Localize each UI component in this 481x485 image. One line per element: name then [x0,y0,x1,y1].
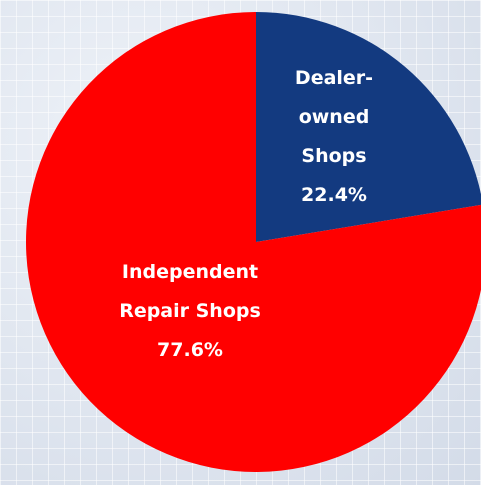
value-label: 77.6% [157,339,223,361]
slice-label: Dealer-owned Shops 22.4% [279,59,389,215]
category-label: Dealer-owned Shops [294,67,374,167]
pie-slice [26,12,481,472]
category-label: Independent Repair Shops [119,261,261,322]
value-label: 22.4% [301,184,367,206]
pie-slice [256,12,481,242]
slice-label: Independent Repair Shops 77.6% [115,253,265,370]
